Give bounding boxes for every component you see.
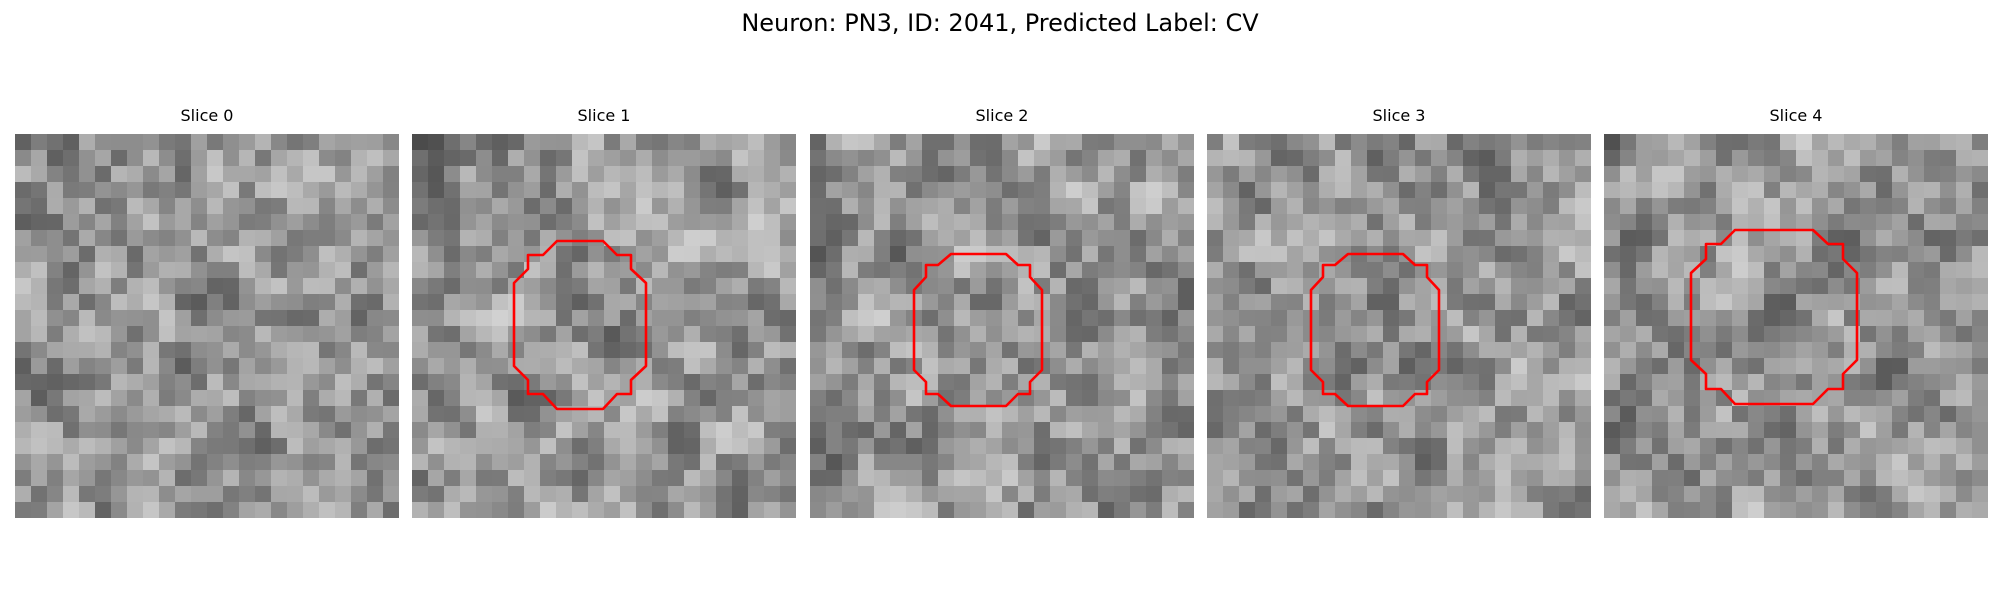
roi-contour <box>810 134 1194 518</box>
roi-contour <box>1207 134 1591 518</box>
slice-title: Slice 4 <box>1604 106 1988 126</box>
slice-image <box>412 134 796 518</box>
slice-image <box>1604 134 1988 518</box>
slice-image <box>810 134 1194 518</box>
figure-title: Neuron: PN3, ID: 2041, Predicted Label: … <box>0 8 2000 38</box>
slice-title: Slice 3 <box>1207 106 1591 126</box>
slice-title: Slice 2 <box>810 106 1194 126</box>
grayscale-patch <box>15 134 399 518</box>
slice-image <box>1207 134 1591 518</box>
slice-title: Slice 0 <box>15 106 399 126</box>
roi-contour <box>1604 134 1988 518</box>
roi-contour <box>412 134 796 518</box>
slice-title: Slice 1 <box>412 106 796 126</box>
slice-image <box>15 134 399 518</box>
